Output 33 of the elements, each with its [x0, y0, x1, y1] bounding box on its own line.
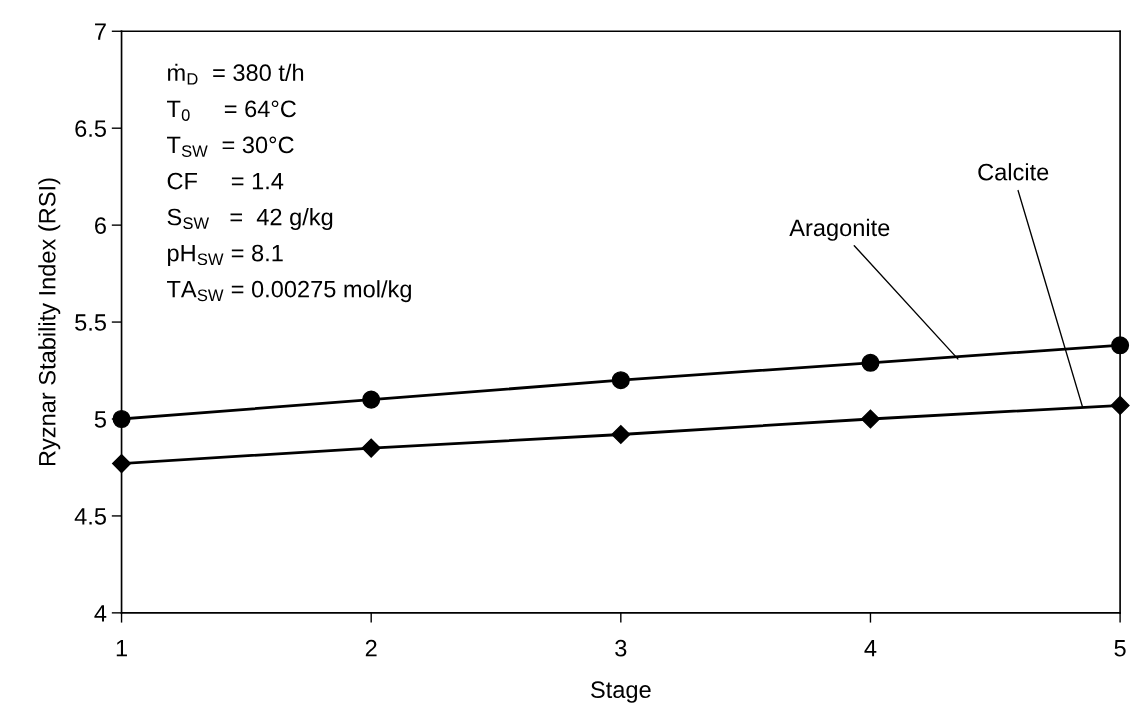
point [861, 353, 880, 372]
point [611, 371, 630, 390]
x-tick-label: 2 [365, 639, 377, 657]
annotation: ṁ$_{D}$ = 380 t/h [168, 63, 304, 85]
point [112, 409, 131, 429]
y-tick-label: 7 [95, 23, 106, 40]
y-tick-label: 5.5 [75, 314, 106, 331]
x-tick-label: 3 [615, 639, 627, 657]
y-tick-label: 6.5 [75, 120, 106, 137]
annotation: TA$_{SW}$ = 0.00275 mol/kg [167, 280, 411, 303]
y-axis-title: Ryznar Stability Index (RSI) [38, 178, 61, 466]
point [860, 409, 880, 429]
point [1111, 336, 1130, 355]
point [361, 438, 381, 458]
point [362, 390, 381, 409]
point [112, 454, 132, 474]
y-tick-label: 6 [95, 217, 106, 234]
text: T$_{0}$ = 64°C [167, 100, 296, 121]
y-tick-label: 4 [94, 605, 107, 622]
x-tick-label: 4 [864, 640, 877, 657]
y-tick-label: 5 [94, 411, 106, 428]
y-tick-label: 4.5 [74, 508, 106, 525]
annotation: T$_{SW}$ = 30°C [167, 136, 294, 157]
annotation: pH$_{SW}$ = 8.1 [168, 244, 283, 267]
x-tick-label: 5 [1114, 640, 1126, 657]
point [1110, 395, 1130, 415]
point [611, 424, 631, 445]
annotation: Calcite [978, 163, 1049, 181]
text: S$_{SW}$ = 42 g/kg [167, 208, 333, 231]
annotation: Aragonite [789, 218, 890, 241]
x-tick-label: 1 [116, 640, 127, 657]
annotation: CF = 1.4 [167, 172, 284, 190]
x-axis-title: Stage [591, 681, 651, 703]
